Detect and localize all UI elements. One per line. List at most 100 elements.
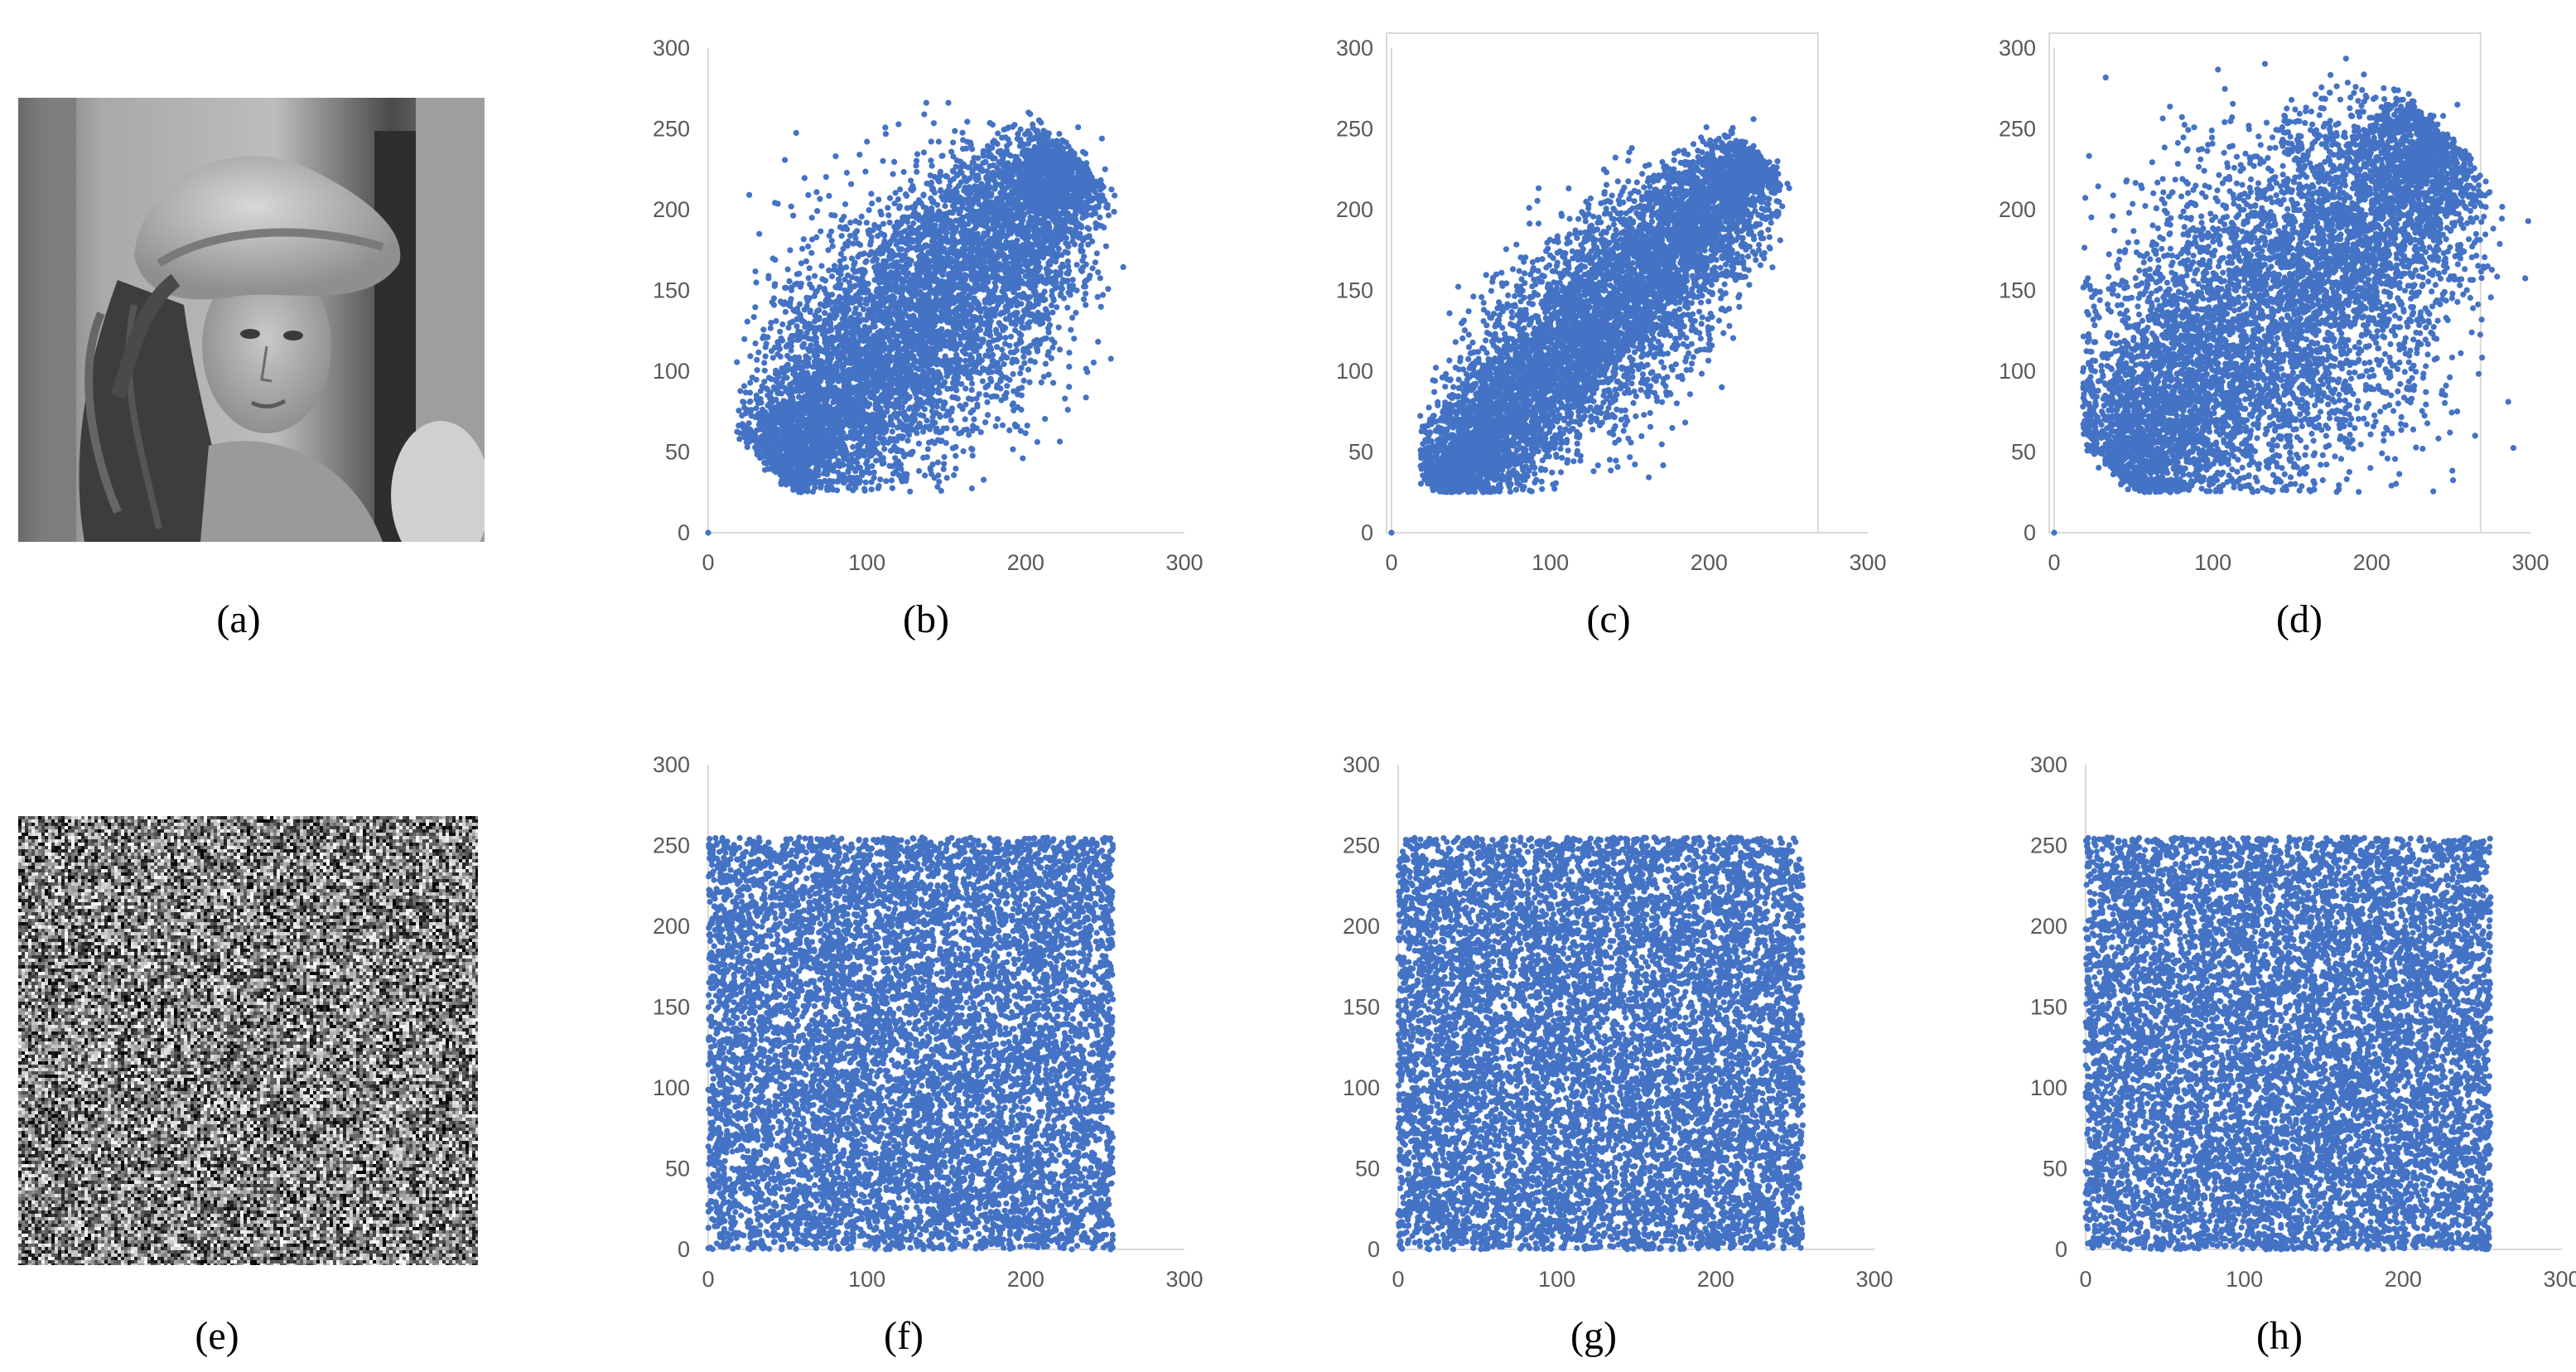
data-point [760, 326, 766, 332]
data-point [825, 365, 831, 371]
data-point [939, 153, 945, 159]
data-point [1058, 292, 1064, 298]
data-point [969, 396, 975, 402]
data-point [829, 238, 835, 244]
data-point [872, 264, 878, 270]
data-point [1108, 186, 1114, 192]
data-point [746, 192, 752, 198]
data-point [847, 233, 853, 239]
data-point [1097, 199, 1102, 205]
data-point [880, 158, 885, 164]
data-point [789, 287, 794, 293]
data-point [1097, 275, 1103, 281]
data-point [936, 138, 942, 144]
data-point [964, 118, 970, 124]
data-point [816, 307, 822, 313]
data-point [913, 162, 919, 168]
data-point [743, 389, 749, 395]
data-point [926, 368, 932, 374]
data-point [1035, 439, 1040, 445]
data-point [887, 196, 893, 201]
data-point [852, 468, 858, 474]
y-tick-label: 150 [653, 278, 690, 303]
data-point [768, 320, 774, 326]
data-point [1070, 232, 1076, 238]
data-point [790, 213, 796, 219]
data-point [1045, 349, 1051, 355]
data-point [990, 358, 996, 364]
data-point [890, 172, 896, 177]
data-point [963, 146, 969, 152]
data-point [799, 343, 805, 349]
data-point [818, 229, 823, 234]
data-point [903, 271, 909, 277]
data-point [828, 212, 834, 218]
data-point [904, 219, 910, 225]
data-point [809, 215, 815, 220]
data-point [969, 447, 975, 452]
data-point [907, 394, 913, 400]
data-point [807, 265, 813, 271]
data-point [987, 353, 992, 359]
data-point [906, 406, 912, 412]
data-point [1098, 304, 1104, 310]
data-point [794, 271, 800, 277]
data-point [754, 377, 760, 383]
data-point [865, 287, 871, 293]
data-point [777, 329, 783, 335]
data-point [1121, 264, 1126, 270]
data-point [822, 286, 827, 292]
data-point [953, 453, 958, 459]
image-a [18, 98, 485, 542]
data-point [794, 130, 799, 136]
data-point [977, 391, 982, 397]
data-point [783, 309, 789, 315]
data-point [756, 231, 762, 237]
data-point [921, 111, 927, 117]
data-point [1066, 364, 1072, 370]
data-point [980, 379, 986, 384]
data-point [921, 191, 927, 197]
data-point [880, 258, 886, 264]
data-point [1025, 367, 1031, 373]
data-point [919, 307, 925, 312]
y-tick-label: 200 [653, 197, 690, 222]
data-point [1008, 350, 1014, 355]
data-point [883, 131, 889, 137]
data-point [1017, 370, 1023, 376]
x-tick-label: 300 [1165, 550, 1203, 575]
data-point [1097, 215, 1102, 220]
data-point [876, 486, 881, 491]
data-point [1106, 212, 1112, 218]
data-point [839, 233, 845, 239]
data-point [1073, 310, 1078, 316]
data-point [937, 414, 943, 420]
data-point [862, 169, 868, 175]
data-point [900, 422, 905, 428]
data-point [899, 448, 904, 454]
data-point [941, 466, 947, 472]
data-point [1032, 144, 1038, 150]
y-tick-label: 100 [653, 359, 690, 384]
data-point [929, 163, 935, 169]
data-point [944, 475, 950, 481]
data-point [934, 484, 940, 490]
data-point [1026, 350, 1032, 355]
y-tick-label: 300 [653, 36, 690, 60]
data-point [1036, 118, 1042, 123]
data-point [1001, 292, 1007, 297]
data-point [773, 318, 779, 324]
data-point [928, 157, 933, 163]
data-point [857, 242, 863, 248]
data-point [810, 489, 816, 495]
data-point [962, 175, 967, 181]
data-point [965, 319, 971, 325]
data-point [885, 205, 890, 210]
data-point [1062, 396, 1068, 402]
data-point [871, 256, 877, 262]
data-point [953, 383, 958, 389]
data-point [1021, 378, 1027, 384]
data-point [897, 405, 903, 411]
data-point [953, 388, 959, 394]
data-point [813, 234, 819, 240]
